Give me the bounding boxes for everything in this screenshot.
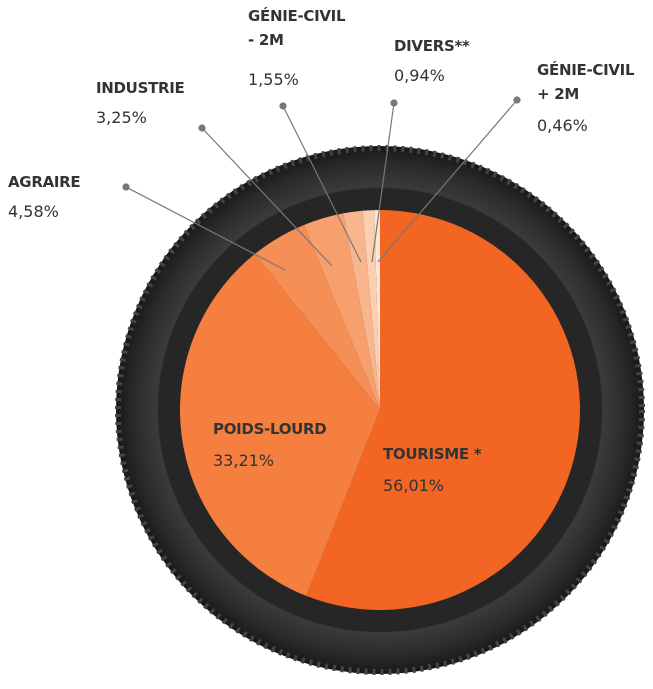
leader-dot — [122, 183, 130, 191]
value-label: 3,25% — [96, 108, 147, 127]
slice-label: DIVERS** — [394, 37, 470, 55]
pie-slice — [343, 210, 380, 410]
slice-label: AGRAIRE — [8, 173, 81, 191]
pie-slice — [374, 210, 380, 410]
value-label: 33,21% — [213, 451, 275, 470]
slice-label: INDUSTRIE — [96, 79, 185, 97]
pie-slice — [254, 224, 380, 410]
tire-tread — [115, 145, 645, 675]
leader-dot — [390, 99, 398, 107]
leader-line — [371, 102, 395, 263]
leader-dot — [279, 102, 287, 110]
value-label: 56,01% — [383, 476, 445, 495]
leader-dot — [198, 124, 206, 132]
value-label: 4,58% — [8, 202, 59, 221]
value-label: 0,46% — [537, 116, 588, 135]
pie-slice — [362, 210, 380, 410]
pie-slice — [306, 210, 581, 611]
leader-line — [201, 127, 333, 267]
pie-slice — [304, 213, 380, 410]
leader-dot — [513, 96, 521, 104]
slice-label: POIDS-LOURD — [213, 420, 327, 438]
leader-line — [282, 105, 362, 263]
slice-label: GÉNIE-CIVIL - 2M — [248, 7, 346, 49]
leader-line — [377, 99, 518, 263]
value-label: 0,94% — [394, 66, 445, 85]
value-label: 1,55% — [248, 70, 299, 89]
slice-label: TOURISME * — [383, 445, 482, 463]
leader-line — [125, 186, 286, 271]
pie-slice — [180, 254, 380, 596]
slice-label: GÉNIE-CIVIL + 2M — [537, 61, 635, 103]
leaders — [122, 96, 521, 271]
